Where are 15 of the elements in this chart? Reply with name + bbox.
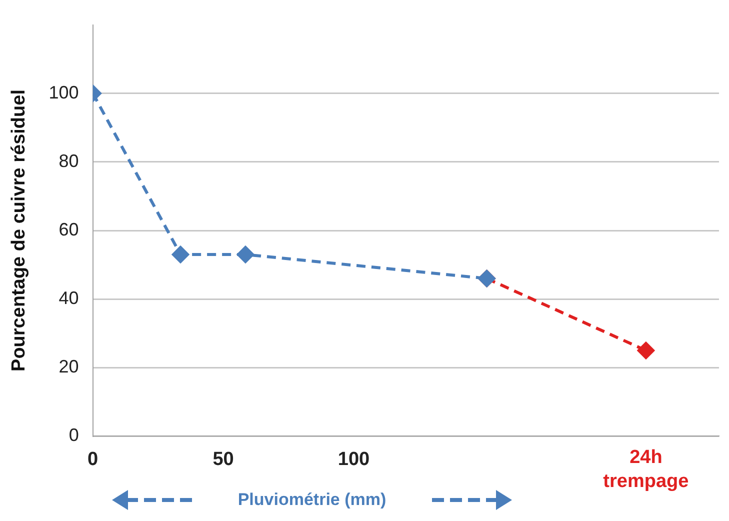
point (172, 246, 189, 263)
x-tick-label: 50 (212, 448, 234, 470)
y-tick-label: 80 (58, 150, 79, 171)
y-tick-label: 20 (58, 356, 79, 377)
point (236, 246, 254, 263)
text: 24h trempage (603, 446, 689, 492)
x-axis-title: Pluviométrie (mm) (238, 490, 386, 510)
y-tick-label: 60 (58, 219, 79, 240)
x-tick-label: 100 (338, 448, 370, 470)
point (637, 342, 654, 359)
x-tick-label: 0 (88, 448, 98, 470)
y-axis-title: Pourcentage de cuivre résiduel (8, 90, 30, 372)
y-tick-label: 100 (48, 82, 79, 102)
y-tick-label: 40 (58, 288, 79, 308)
y-tick-label: 0 (68, 425, 79, 446)
